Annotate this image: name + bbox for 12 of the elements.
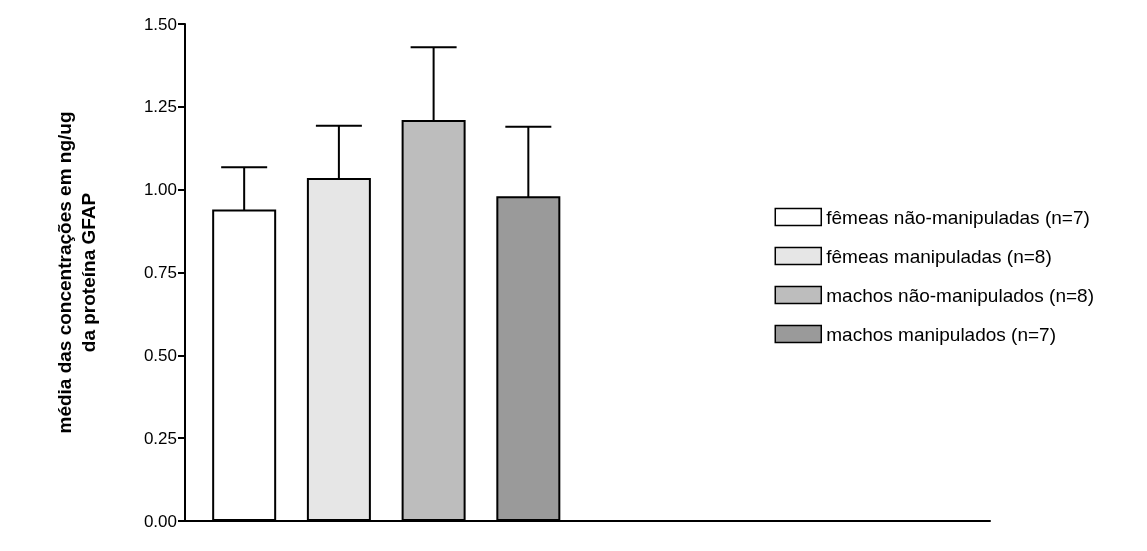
- legend-label: machos manipulados (n=7): [826, 323, 1056, 345]
- y-tick-label: 1.50: [143, 14, 177, 34]
- y-tick-label: 0.75: [143, 263, 177, 282]
- legend-label: machos não-manipulados (n=8): [826, 284, 1095, 306]
- y-tick-label: 0.25: [143, 428, 177, 448]
- y-tick-label: 0.50: [143, 345, 177, 365]
- y-tick-label: 1.00: [143, 180, 177, 200]
- legend-label: fêmeas manipuladas (n=8): [826, 245, 1052, 267]
- legend-label: fêmeas não-manipuladas (n=7): [826, 206, 1090, 228]
- y-tick-label: 1.25: [143, 97, 177, 117]
- y-tick-label: 0.00: [143, 511, 177, 531]
- y-axis-title: média das concentrações em ng/ug da proteína GFAP: [53, 111, 99, 434]
